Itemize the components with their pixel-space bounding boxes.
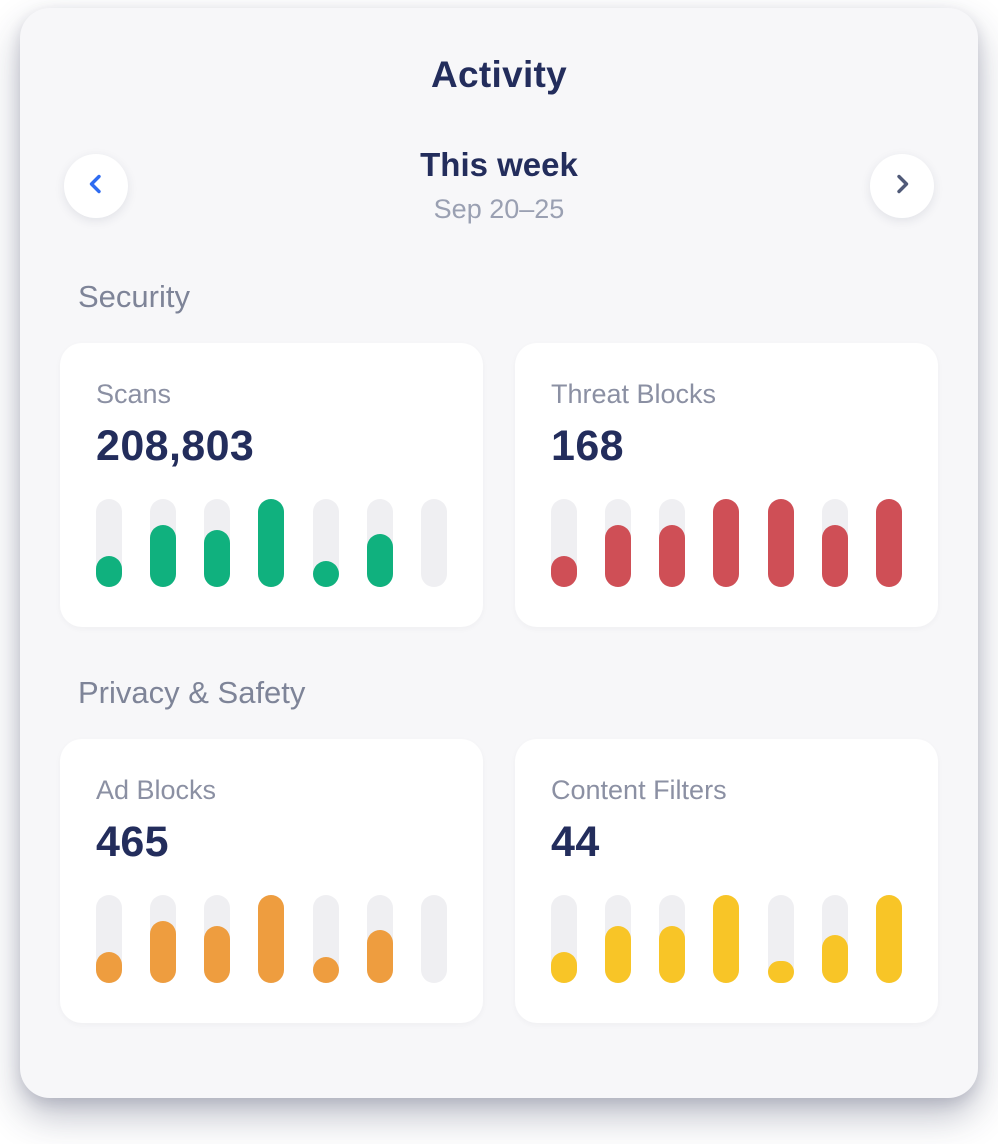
bar-track xyxy=(821,499,848,587)
bar-track xyxy=(366,499,393,587)
stat-value: 168 xyxy=(551,422,624,470)
bar-track xyxy=(258,895,285,983)
bar-fill xyxy=(659,525,686,587)
week-info: This week Sep 20–25 xyxy=(420,146,578,225)
stat-label: Threat Blocks xyxy=(551,379,717,409)
stat-label: Content Filters xyxy=(551,775,727,805)
bar-fill xyxy=(312,560,339,587)
bar-track xyxy=(605,499,632,587)
stat-value: 44 xyxy=(551,818,600,866)
bar-fill xyxy=(551,952,577,983)
bar-fill xyxy=(96,556,122,587)
stat-card-threat-blocks: Threat Blocks 168 xyxy=(515,343,938,627)
bar-track xyxy=(204,499,231,587)
activity-panel: Activity This week Sep 20–25 Security Sc… xyxy=(20,8,978,1098)
bar-track xyxy=(366,895,393,983)
bar-fill xyxy=(312,956,339,983)
bar-track xyxy=(204,895,231,983)
bar-track xyxy=(551,499,577,587)
section-title-security: Security xyxy=(78,279,190,314)
bar-track xyxy=(767,895,794,983)
bar-track xyxy=(150,895,177,983)
bar-fill xyxy=(551,556,577,587)
bar-track xyxy=(875,499,902,587)
bar-track xyxy=(150,499,177,587)
bar-fill xyxy=(96,952,122,983)
bar-fill xyxy=(767,499,794,587)
stat-label: Scans xyxy=(96,379,172,409)
mini-bar-chart xyxy=(96,499,447,587)
chevron-right-icon xyxy=(890,172,914,199)
bar-track xyxy=(821,895,848,983)
page-title: Activity xyxy=(430,54,568,95)
bar-track xyxy=(420,895,447,983)
stat-card-content-filters: Content Filters 44 xyxy=(515,739,938,1023)
bar-fill xyxy=(258,895,285,983)
bar-track xyxy=(605,895,632,983)
bar-track xyxy=(551,895,577,983)
week-label: This week xyxy=(420,146,578,183)
stat-value: 465 xyxy=(96,818,169,866)
stat-card-ad-blocks: Ad Blocks 465 xyxy=(60,739,483,1023)
chevron-left-icon xyxy=(84,172,108,199)
bar-track xyxy=(96,895,122,983)
mini-bar-chart xyxy=(551,499,902,587)
next-week-button[interactable] xyxy=(869,153,934,218)
bar-fill xyxy=(713,895,740,983)
bar-fill xyxy=(366,930,393,983)
bar-track xyxy=(96,499,122,587)
bar-fill xyxy=(150,525,177,587)
bar-track xyxy=(258,499,285,587)
week-navigator: This week Sep 20–25 xyxy=(60,146,938,225)
bar-fill xyxy=(821,934,848,983)
bar-fill xyxy=(875,895,902,983)
mini-bar-chart xyxy=(551,895,902,983)
bar-fill xyxy=(875,499,902,587)
bar-fill xyxy=(258,499,285,587)
stat-label: Ad Blocks xyxy=(96,775,217,805)
bar-fill xyxy=(366,534,393,587)
bar-track xyxy=(875,895,902,983)
stat-value: 208,803 xyxy=(96,422,255,470)
security-cards: Scans 208,803 Threat Blocks 168 xyxy=(60,343,938,627)
bar-track xyxy=(767,499,794,587)
bar-fill xyxy=(605,925,632,983)
stat-card-scans: Scans 208,803 xyxy=(60,343,483,627)
bar-track xyxy=(312,895,339,983)
bar-track xyxy=(312,499,339,587)
section-title-privacy-safety: Privacy & Safety xyxy=(78,675,306,710)
bar-track xyxy=(713,895,740,983)
week-range: Sep 20–25 xyxy=(433,194,565,224)
privacy-safety-cards: Ad Blocks 465 Content Filters 44 xyxy=(60,739,938,1023)
bar-fill xyxy=(150,921,177,983)
bar-track xyxy=(659,499,686,587)
bar-fill xyxy=(713,499,740,587)
bar-fill xyxy=(821,525,848,587)
bar-track xyxy=(659,895,686,983)
bar-track xyxy=(420,499,447,587)
bar-track xyxy=(713,499,740,587)
bar-fill xyxy=(605,525,632,587)
bar-fill xyxy=(204,529,231,587)
prev-week-button[interactable] xyxy=(64,153,128,218)
bar-fill xyxy=(204,925,231,983)
bar-fill xyxy=(767,961,794,983)
bar-fill xyxy=(659,925,686,983)
mini-bar-chart xyxy=(96,895,447,983)
